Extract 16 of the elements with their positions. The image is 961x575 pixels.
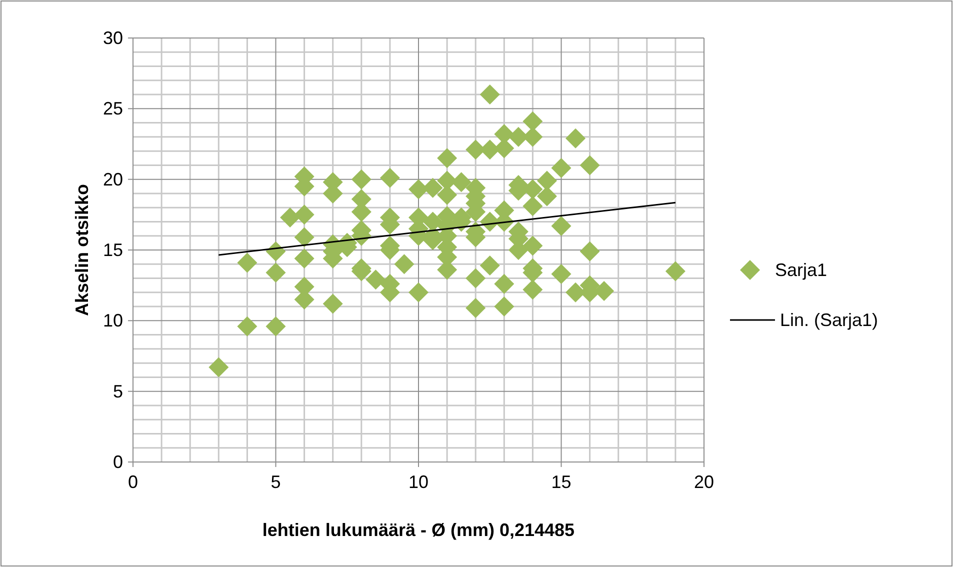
- y-axis-title: Akselin otsikko: [72, 184, 92, 316]
- y-tick-label: 30: [102, 28, 123, 48]
- x-tick-label: 20: [694, 472, 714, 492]
- legend-label: Sarja1: [775, 260, 828, 280]
- x-tick-label: 0: [128, 472, 138, 492]
- y-tick-label: 0: [112, 452, 123, 472]
- y-tick-label: 15: [102, 240, 123, 260]
- y-tick-label: 5: [112, 381, 123, 402]
- x-tick-label: 10: [408, 472, 429, 492]
- x-tick-label: 15: [551, 472, 572, 492]
- legend-label: Lin. (Sarja1): [780, 310, 878, 330]
- y-tick-label: 20: [102, 169, 123, 190]
- x-axis-title: lehtien lukumäärä - Ø (mm) 0,214485: [262, 520, 575, 540]
- y-tick-label: 25: [102, 98, 123, 119]
- y-tick-label: 10: [102, 310, 123, 331]
- x-tick-label: 5: [270, 472, 281, 492]
